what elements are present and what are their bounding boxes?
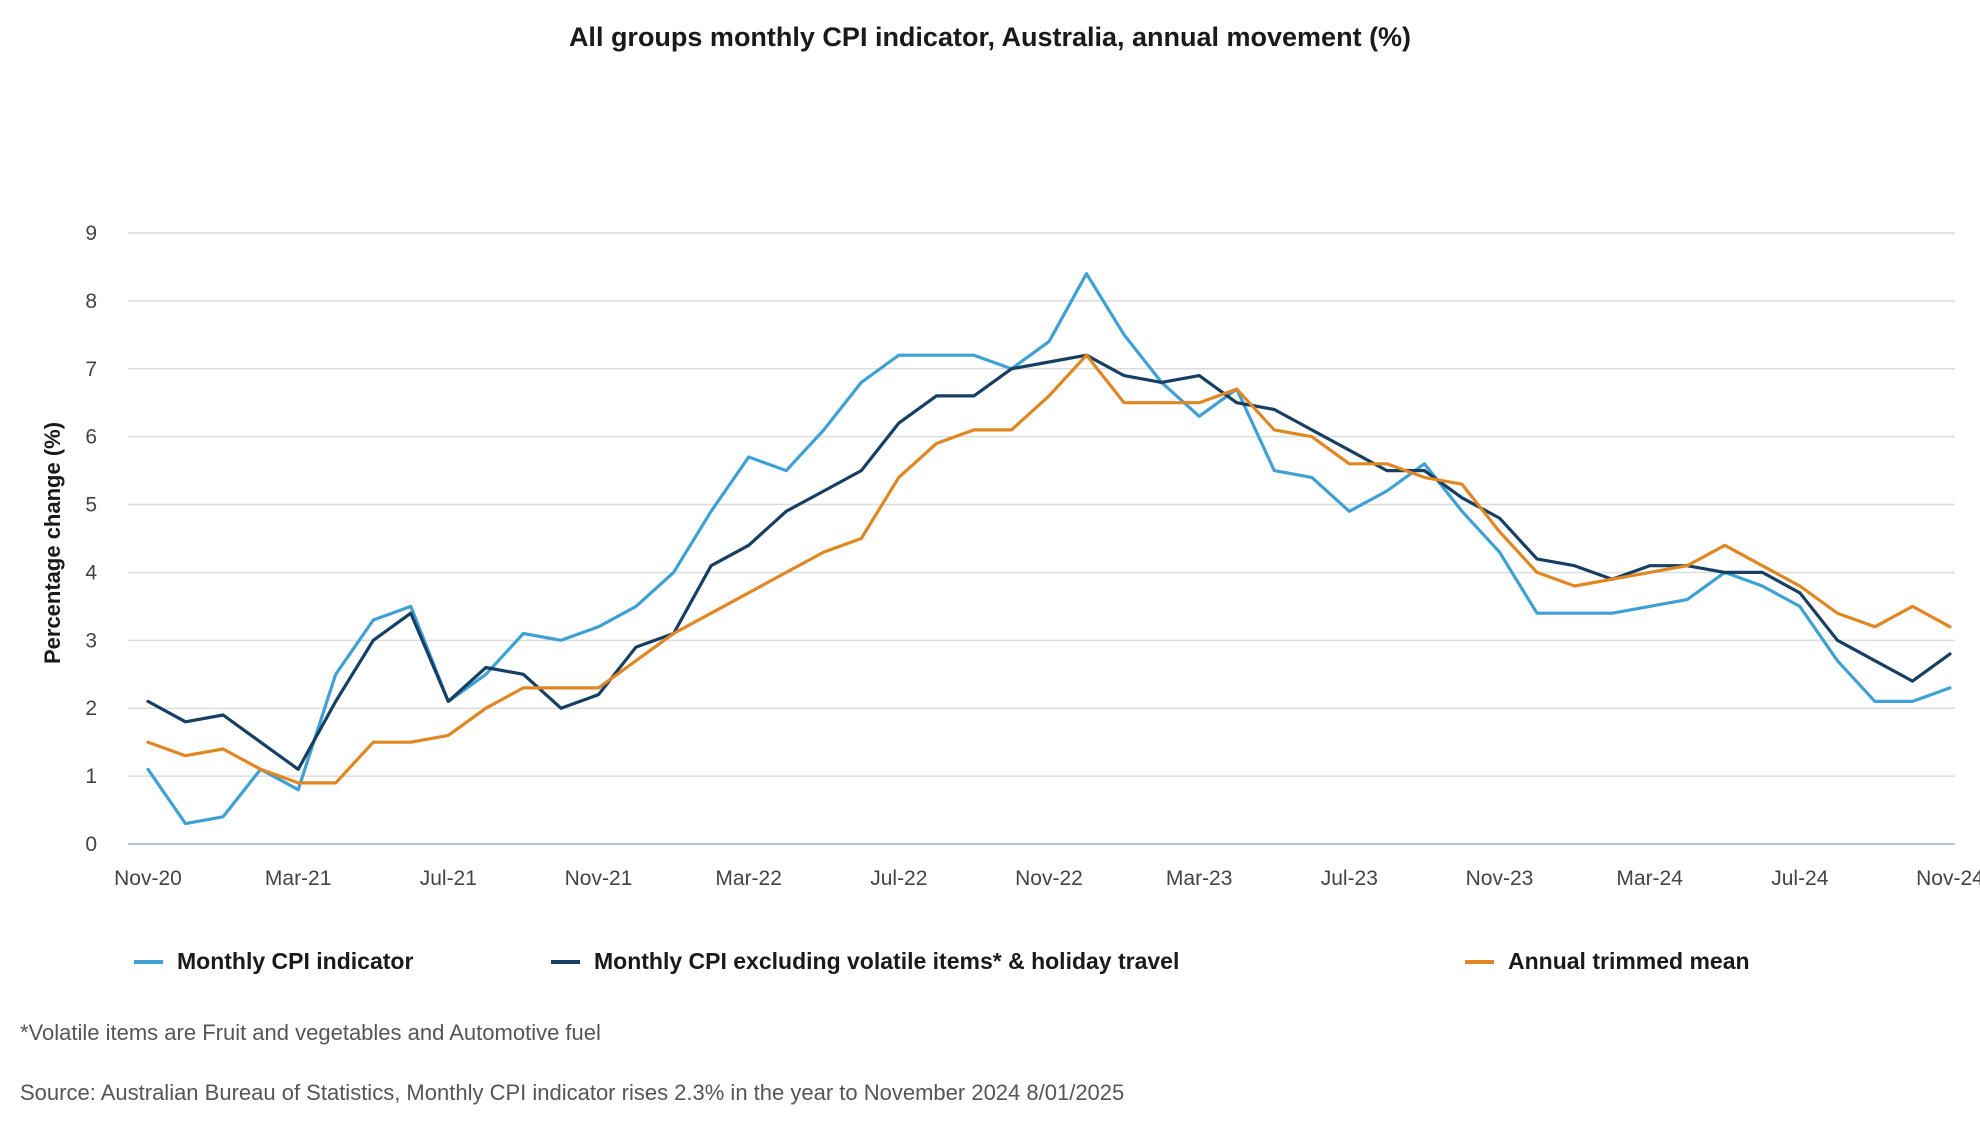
y-tick-label: 5 [85, 494, 97, 517]
legend-swatch-monthly-cpi [134, 959, 163, 964]
y-tick-label: 9 [85, 222, 97, 245]
x-tick-label: Mar-24 [1616, 867, 1683, 890]
legend-swatch-trimmed-mean [1465, 959, 1494, 964]
x-tick-label: Nov-22 [1015, 867, 1083, 890]
axes: 0 1 2 3 4 5 6 7 8 9 Nov-20 Mar-21 Jul-21 Nov-21 Mar-22… [85, 222, 1980, 890]
x-tick-label: Jul-24 [1771, 867, 1829, 890]
y-tick-label: 6 [85, 426, 97, 449]
footnote: *Volatile items are Fruit and vegetables… [20, 1020, 601, 1045]
legend-label: Annual trimmed mean [1508, 948, 1750, 974]
x-tick-label: Nov-23 [1466, 867, 1534, 890]
y-tick-label: 4 [85, 561, 97, 584]
y-axis-label: Percentage change (%) [40, 422, 65, 664]
y-tick-label: 8 [85, 290, 97, 313]
series-line-1 [146, 353, 1952, 771]
x-tick-label: Mar-21 [265, 867, 332, 890]
legend-label: Monthly CPI indicator [177, 948, 414, 974]
x-tick-label: Jul-22 [870, 867, 927, 890]
y-tick-label: 1 [85, 765, 97, 788]
y-tick-label: 3 [85, 629, 97, 652]
chart-title: All groups monthly CPI indicator, Austra… [568, 22, 1412, 52]
x-tick-label: Mar-22 [715, 867, 782, 890]
x-tick-label: Nov-20 [114, 867, 182, 890]
x-tick-label: Jul-21 [420, 867, 477, 890]
series-lines [146, 272, 1952, 826]
legend-swatch-excluding-volatile [551, 959, 580, 964]
x-tick-label: Jul-23 [1321, 867, 1378, 890]
legend-item-monthly-cpi[interactable]: Monthly CPI indicator [134, 948, 413, 975]
x-tick-label: Nov-21 [565, 867, 633, 890]
x-tick-label: Mar-23 [1166, 867, 1233, 890]
source-note: Source: Australian Bureau of Statistics,… [20, 1080, 1125, 1105]
y-tick-label: 0 [85, 833, 97, 856]
legend-item-excluding-volatile[interactable]: Monthly CPI excluding volatile items* & … [551, 948, 1179, 975]
y-tick-label: 2 [85, 697, 97, 720]
legend-item-trimmed-mean[interactable]: Annual trimmed mean [1465, 948, 1750, 975]
x-tick-label: Nov-24 [1916, 867, 1980, 890]
legend-label: Monthly CPI excluding volatile items* & … [594, 948, 1180, 974]
gridlines [128, 232, 1955, 777]
series-line-2 [146, 353, 1952, 785]
y-tick-label: 7 [85, 358, 97, 381]
